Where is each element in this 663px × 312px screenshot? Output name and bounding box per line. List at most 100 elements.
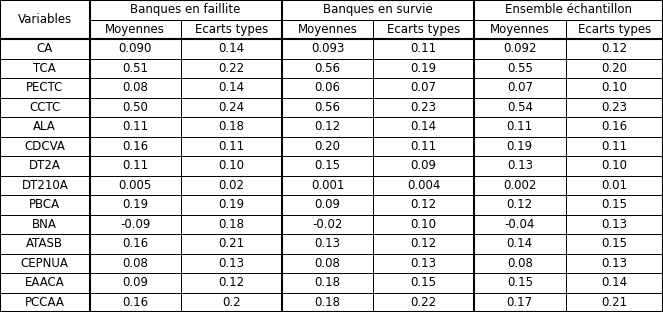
Text: 0.06: 0.06 — [314, 81, 341, 94]
Text: 0.005: 0.005 — [119, 179, 152, 192]
Text: 0.09: 0.09 — [410, 159, 437, 172]
Bar — [90, 19, 181, 39]
Text: 0.07: 0.07 — [507, 81, 533, 94]
Bar — [474, 117, 566, 137]
Bar — [90, 156, 181, 175]
Text: Moyennes: Moyennes — [298, 23, 357, 36]
Bar — [474, 137, 566, 156]
Text: 0.09: 0.09 — [314, 198, 341, 211]
Text: 0.22: 0.22 — [410, 296, 437, 309]
Text: 0.12: 0.12 — [314, 120, 341, 133]
Bar — [181, 97, 282, 117]
Text: 0.11: 0.11 — [410, 140, 437, 153]
Text: Moyennes: Moyennes — [105, 23, 165, 36]
Text: DT210A: DT210A — [21, 179, 68, 192]
Bar — [90, 97, 181, 117]
Bar — [566, 253, 663, 273]
Bar — [474, 293, 566, 312]
Bar — [282, 195, 373, 215]
Bar — [181, 293, 282, 312]
Bar — [0, 0, 90, 39]
Bar — [566, 39, 663, 59]
Bar — [282, 0, 474, 19]
Text: 0.12: 0.12 — [218, 276, 245, 289]
Bar — [0, 156, 90, 175]
Text: 0.56: 0.56 — [314, 101, 341, 114]
Text: 0.50: 0.50 — [122, 101, 149, 114]
Text: 0.20: 0.20 — [314, 140, 341, 153]
Bar — [90, 273, 181, 293]
Bar — [282, 215, 373, 234]
Text: 0.55: 0.55 — [507, 62, 533, 75]
Bar — [566, 175, 663, 195]
Bar — [90, 117, 181, 137]
Bar — [373, 156, 474, 175]
Text: 0.12: 0.12 — [410, 237, 437, 250]
Text: 0.11: 0.11 — [507, 120, 533, 133]
Bar — [181, 156, 282, 175]
Text: 0.13: 0.13 — [507, 159, 533, 172]
Bar — [282, 273, 373, 293]
Text: 0.19: 0.19 — [410, 62, 437, 75]
Bar — [90, 59, 181, 78]
Bar — [0, 273, 90, 293]
Text: TCA: TCA — [33, 62, 56, 75]
Bar — [373, 273, 474, 293]
Bar — [90, 253, 181, 273]
Bar — [0, 234, 90, 253]
Bar — [282, 137, 373, 156]
Bar — [181, 59, 282, 78]
Text: 0.21: 0.21 — [218, 237, 245, 250]
Text: 0.54: 0.54 — [507, 101, 533, 114]
Bar — [373, 39, 474, 59]
Bar — [181, 234, 282, 253]
Text: 0.24: 0.24 — [218, 101, 245, 114]
Bar — [0, 97, 90, 117]
Text: ALA: ALA — [33, 120, 56, 133]
Text: 0.12: 0.12 — [507, 198, 533, 211]
Text: 0.08: 0.08 — [314, 257, 341, 270]
Bar — [566, 97, 663, 117]
Text: 0.18: 0.18 — [218, 120, 245, 133]
Bar — [181, 253, 282, 273]
Bar — [566, 215, 663, 234]
Bar — [0, 39, 90, 59]
Text: 0.13: 0.13 — [218, 257, 245, 270]
Text: 0.07: 0.07 — [410, 81, 437, 94]
Text: 0.18: 0.18 — [314, 296, 341, 309]
Text: 0.17: 0.17 — [507, 296, 533, 309]
Bar — [282, 253, 373, 273]
Text: CCTC: CCTC — [29, 101, 60, 114]
Text: 0.08: 0.08 — [507, 257, 533, 270]
Bar — [474, 19, 566, 39]
Bar — [282, 19, 373, 39]
Bar — [282, 293, 373, 312]
Text: Moyennes: Moyennes — [490, 23, 550, 36]
Text: 0.15: 0.15 — [314, 159, 341, 172]
Text: 0.14: 0.14 — [507, 237, 533, 250]
Text: 0.11: 0.11 — [122, 120, 149, 133]
Bar — [474, 0, 663, 19]
Text: DT2A: DT2A — [29, 159, 61, 172]
Text: 0.18: 0.18 — [314, 276, 341, 289]
Text: 0.18: 0.18 — [218, 218, 245, 231]
Text: Ecarts types: Ecarts types — [387, 23, 460, 36]
Text: 0.15: 0.15 — [601, 198, 627, 211]
Text: -0.09: -0.09 — [120, 218, 151, 231]
Text: Ecarts types: Ecarts types — [577, 23, 651, 36]
Text: 0.10: 0.10 — [218, 159, 245, 172]
Text: 0.093: 0.093 — [311, 42, 344, 55]
Text: 0.12: 0.12 — [601, 42, 627, 55]
Bar — [474, 97, 566, 117]
Text: 0.02: 0.02 — [218, 179, 245, 192]
Text: 0.11: 0.11 — [410, 42, 437, 55]
Bar — [373, 195, 474, 215]
Bar — [566, 156, 663, 175]
Bar — [282, 59, 373, 78]
Bar — [282, 175, 373, 195]
Bar — [373, 253, 474, 273]
Bar — [373, 137, 474, 156]
Bar — [181, 215, 282, 234]
Text: 0.23: 0.23 — [601, 101, 627, 114]
Text: 0.2: 0.2 — [222, 296, 241, 309]
